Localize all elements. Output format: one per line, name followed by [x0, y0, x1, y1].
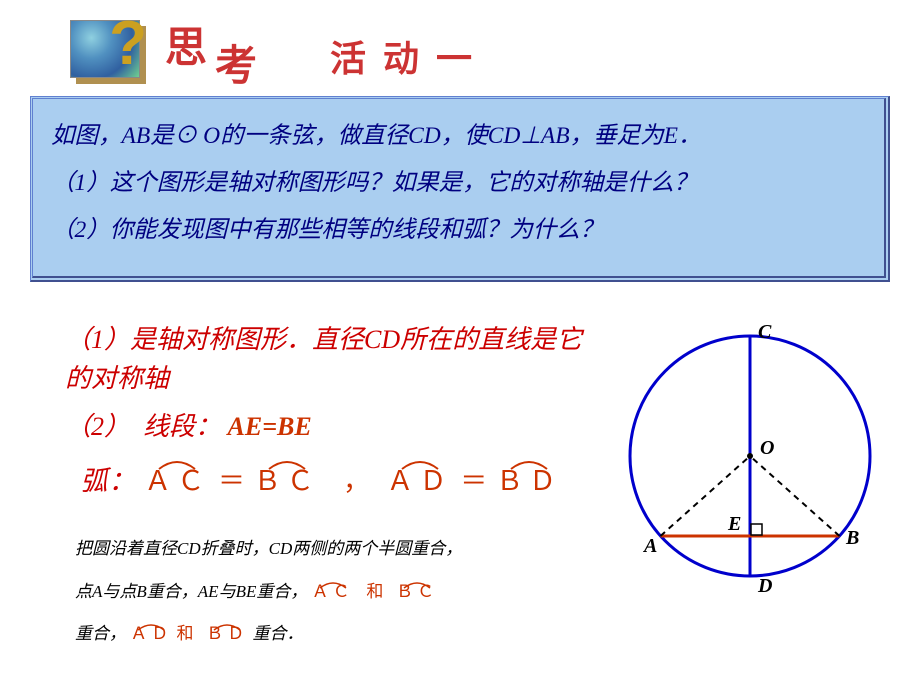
answer-area: （1）是轴对称图形．直径CD所在的直线是它的对称轴 （2） 线段： AE=BE …: [65, 320, 595, 498]
problem-line-2: （1）这个图形是轴对称图形吗？如果是，它的对称轴是什么？: [51, 160, 866, 207]
activity-title: 活 动 一: [330, 30, 476, 82]
problem-line-1: 如图，AB是⊙ O的一条弦，做直径CD，使CD⊥AB，垂足为E．: [51, 113, 866, 160]
circle-diagram: C D A B E O: [600, 316, 900, 606]
answer-2-arc: 弧： ＡＣ ＝ ＢＣ ， ＡＤ ＝ ＢＤ: [65, 459, 595, 498]
label-A: A: [642, 535, 657, 557]
label-D: D: [757, 575, 772, 597]
problem-box: 如图，AB是⊙ O的一条弦，做直径CD，使CD⊥AB，垂足为E． （1）这个图形…: [30, 96, 890, 282]
answer-2-segment: （2） 线段： AE=BE: [65, 406, 595, 443]
label-C: C: [758, 321, 772, 343]
answer-1: （1）是轴对称图形．直径CD所在的直线是它的对称轴: [65, 320, 595, 398]
question-mark-icon: ?: [109, 8, 147, 79]
label-B: B: [845, 527, 859, 549]
question-mark-graphic: ?: [70, 20, 155, 90]
slide-header: ? 思考: [70, 20, 249, 90]
think-label: 思考: [165, 20, 249, 81]
problem-line-3: （2）你能发现图中有那些相等的线段和弧？为什么？: [51, 207, 866, 254]
label-E: E: [727, 513, 741, 535]
label-O: O: [760, 437, 774, 459]
explanation: 把圆沿着直径CD折叠时，CD两侧的两个半圆重合， 点A与点B重合，AE与BE重合…: [75, 528, 615, 656]
explain-line-3: 重合， ＡＤ 和 ＢＤ 重合．: [75, 613, 615, 656]
